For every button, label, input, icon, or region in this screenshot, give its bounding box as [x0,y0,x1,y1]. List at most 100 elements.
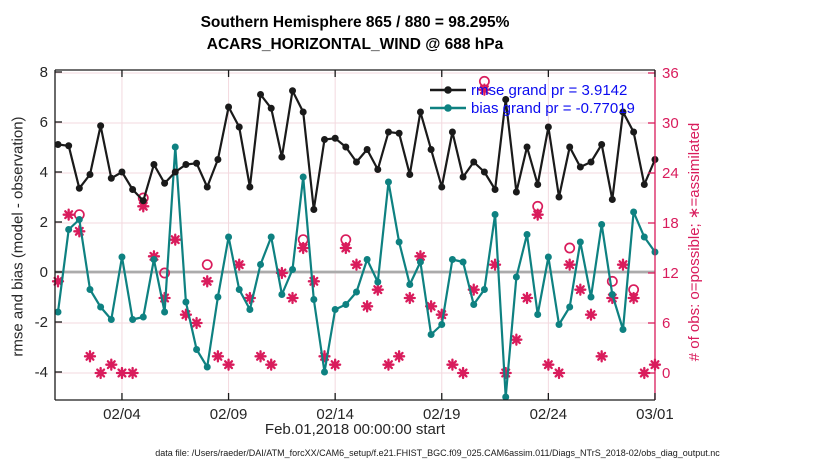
assimilated-obs-marker [467,283,480,296]
bias-point [630,208,638,216]
assimilated-obs-marker [286,291,299,305]
assimilated-obs-marker [424,300,438,313]
rmse-point [171,168,179,176]
bias-point [331,306,339,313]
possible-obs-marker [201,259,213,271]
assimilated-obs-marker [201,275,214,288]
assimilated-obs-marker [371,283,384,296]
assimilated-obs-marker [520,291,534,305]
assimilated-obs-marker [115,366,129,380]
rmse-point [523,143,531,151]
rmse-point [544,123,552,131]
x-tick-label: 02/24 [530,406,568,423]
rmse-point [480,168,488,176]
bias-point [54,308,62,316]
rmse-point [182,161,190,168]
rmse-point [54,141,62,148]
bias-point [86,286,94,293]
bias-point [193,346,201,353]
rmse-point [395,129,403,137]
bias-point [566,303,574,311]
bias-point [182,298,190,306]
x-tick-label: 02/04 [103,406,141,423]
left-tick-label: 0 [40,264,48,281]
assimilated-obs-marker [318,350,331,363]
bias-point [65,226,73,233]
rmse-point [118,168,126,176]
assimilated-obs-marker [382,358,395,371]
bias-point [640,233,648,241]
assimilated-obs-marker [243,291,257,305]
assimilated-obs-marker [542,358,555,371]
legend-entry-bias: bias grand pr = -0.77019 [430,100,635,117]
rmse-point [512,188,520,196]
rmse-point [257,91,265,98]
assimilated-obs-marker [73,225,86,238]
rmse-point [640,181,648,188]
bias-point [374,278,382,286]
plot-title-line1: Southern Hemisphere 865 / 880 = 98.295% [200,14,510,31]
x-axis-title: Feb.01,2018 00:00:00 start [264,421,446,438]
assimilated-obs-marker [137,200,150,213]
bias-point [491,211,499,218]
rmse-point [491,186,499,193]
left-tick-label: 6 [40,114,48,131]
data-file-caption: data file: /Users/raeder/DAI/ATM_forcXX/… [155,448,720,458]
assimilated-obs-marker [584,308,598,321]
bias-point [438,321,446,328]
left-tick-label: 2 [40,214,48,231]
rmse-point [86,171,94,178]
rmse-point [566,143,574,151]
assimilated-obs-marker [392,350,406,363]
assimilated-obs-marker [233,258,246,271]
rmse-point [384,128,392,136]
rmse-point [363,146,371,153]
assimilated-obs-marker [552,366,566,380]
assimilated-obs-marker [339,241,352,255]
bias-point [171,143,179,151]
plot-title-line2: ACARS_HORIZONTAL_WIND @ 688 hPa [206,36,504,53]
possible-obs-marker [159,267,171,279]
rmse-point [150,161,158,168]
bias-point [203,363,211,371]
x-tick-label: 02/14 [316,406,354,423]
bias-point [576,238,584,246]
bias-point [384,178,392,186]
bias-point [246,306,254,313]
assimilated-obs-marker [435,308,448,321]
rmse-point [310,206,318,213]
legend-rmse-sample [430,86,466,94]
bias-point [342,301,350,308]
rmse-point [97,122,105,130]
rmse-point [203,183,211,191]
assimilated-obs-marker [62,208,75,221]
assimilated-obs-marker [190,316,203,330]
rmse-point [416,108,424,116]
possible-obs-marker [606,275,618,287]
rmse-point [459,173,467,181]
right-tick-label: 30 [662,115,679,132]
assimilated-obs-marker [265,358,278,371]
assimilated-obs-marker [414,250,427,263]
bias-point [118,253,126,261]
bias-point [555,321,563,328]
right-tick-label: 0 [662,365,670,382]
assimilated-obs-marker [499,366,512,380]
assimilated-obs-marker [510,333,523,346]
bias-point [363,256,371,263]
x-tick-label: 02/19 [423,406,461,423]
legend-rmse-label: rmse grand pr = 3.9142 [471,81,628,99]
assimilated-obs-marker [51,275,65,288]
bias-point [406,281,414,288]
assimilated-obs-marker [563,258,576,271]
rmse-point [331,134,339,142]
bias-point [257,261,265,268]
bias-point [129,316,137,323]
assimilated-obs-marker [350,258,363,271]
bias-point [395,238,403,246]
bias-point [480,286,488,293]
right-tick-label: 12 [662,265,679,282]
rmse-point [448,128,456,136]
assimilated-obs-marker [403,291,416,305]
